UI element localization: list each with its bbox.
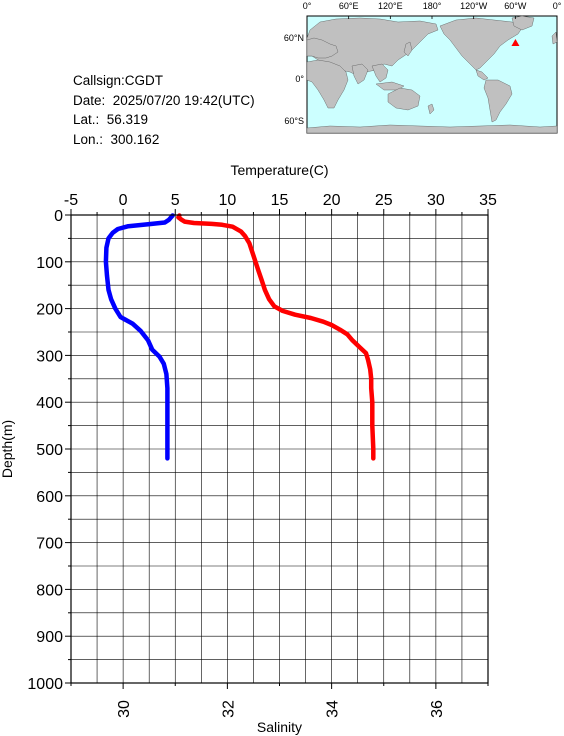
central-america-landmass [475,69,489,81]
map-longitude-label: 180° [423,1,442,11]
africa-landmass [306,59,349,109]
southeast-asia-landmass [371,63,389,83]
salinity-tick-label: 36 [429,700,446,718]
map-longitude-label: 60°E [339,1,359,11]
map-landmasses [306,15,558,134]
map-longitude-label: 0° [553,1,562,11]
antarctica-landmass [306,124,558,134]
grid-lines [70,214,489,684]
map-longitude-label: 0° [303,1,312,11]
map-longitude-label: 60°W [504,1,527,11]
temperature-tick-label: 15 [271,192,289,209]
salinity-tick-label: 32 [220,700,237,718]
temperature-tick-label: 35 [479,192,497,209]
date-text: Date: 2025/07/20 19:42(UTC) [73,92,255,108]
depth-tick-label: 200 [36,302,63,319]
map-latitude-label: 0° [295,74,304,84]
map-longitude-label: 120°E [378,1,403,11]
europe-landmass [306,37,339,59]
depth-tick-label: 0 [54,208,63,225]
temperature-tick-label: 10 [218,192,236,209]
map-axis-labels: 0° 60°E 120°E 180° 120°W 60°W 0° 60°N 0° 60°S [284,1,562,126]
temperature-tick-label: 0 [119,192,128,209]
depth-tick-label: 500 [36,442,63,459]
temperature-tick-label: 5 [171,192,180,209]
depth-tick-label: 100 [36,255,63,272]
depth-tick-label: 800 [36,582,63,599]
greenland-landmass [511,15,535,31]
salinity-tick-label: 34 [325,700,342,718]
temperature-profile-line [176,213,376,461]
salinity-profile-line [103,213,175,461]
callsign-text: Callsign:CGDT [73,73,164,88]
profile-series [103,213,376,461]
temperature-tick-label: 30 [427,192,445,209]
station-info: Callsign:CGDT Date: 2025/07/20 19:42(UTC… [73,71,255,149]
new-zealand-landmass [427,103,435,115]
temperature-tick-label: 25 [375,192,393,209]
temperature-tick-label: -5 [64,192,78,209]
australia-landmass [387,87,421,111]
north-america-landmass [439,17,523,71]
salinity-axis-title: Salinity [257,719,302,735]
depth-tick-label: 900 [36,629,63,646]
location-map: 0° 60°E 120°E 180° 120°W 60°W 0° 60°N 0° 60°S [284,1,562,134]
station-location-marker [511,39,520,47]
depth-tick-label: 1000 [27,676,63,693]
depth-tick-label: 600 [36,489,63,506]
depth-tick-label: 400 [36,395,63,412]
india-landmass [351,63,369,85]
map-longitude-label: 120°W [460,1,488,11]
uk-landmass [551,31,558,45]
depth-tick-label: 700 [36,536,63,553]
south-america-landmass [483,79,513,123]
salinity-tick-label: 30 [116,700,133,718]
depth-axis-title: Depth(m) [0,420,15,478]
temperature-tick-label: 20 [323,192,341,209]
map-latitude-label: 60°N [284,33,304,43]
longitude-text: Lon.: 300.162 [73,131,160,147]
japan-landmass [403,41,413,57]
map-latitude-label: 60°S [284,116,304,126]
depth-tick-label: 300 [36,348,63,365]
temperature-axis-title: Temperature(C) [230,162,328,178]
latitude-text: Lat.: 56.319 [73,112,149,127]
